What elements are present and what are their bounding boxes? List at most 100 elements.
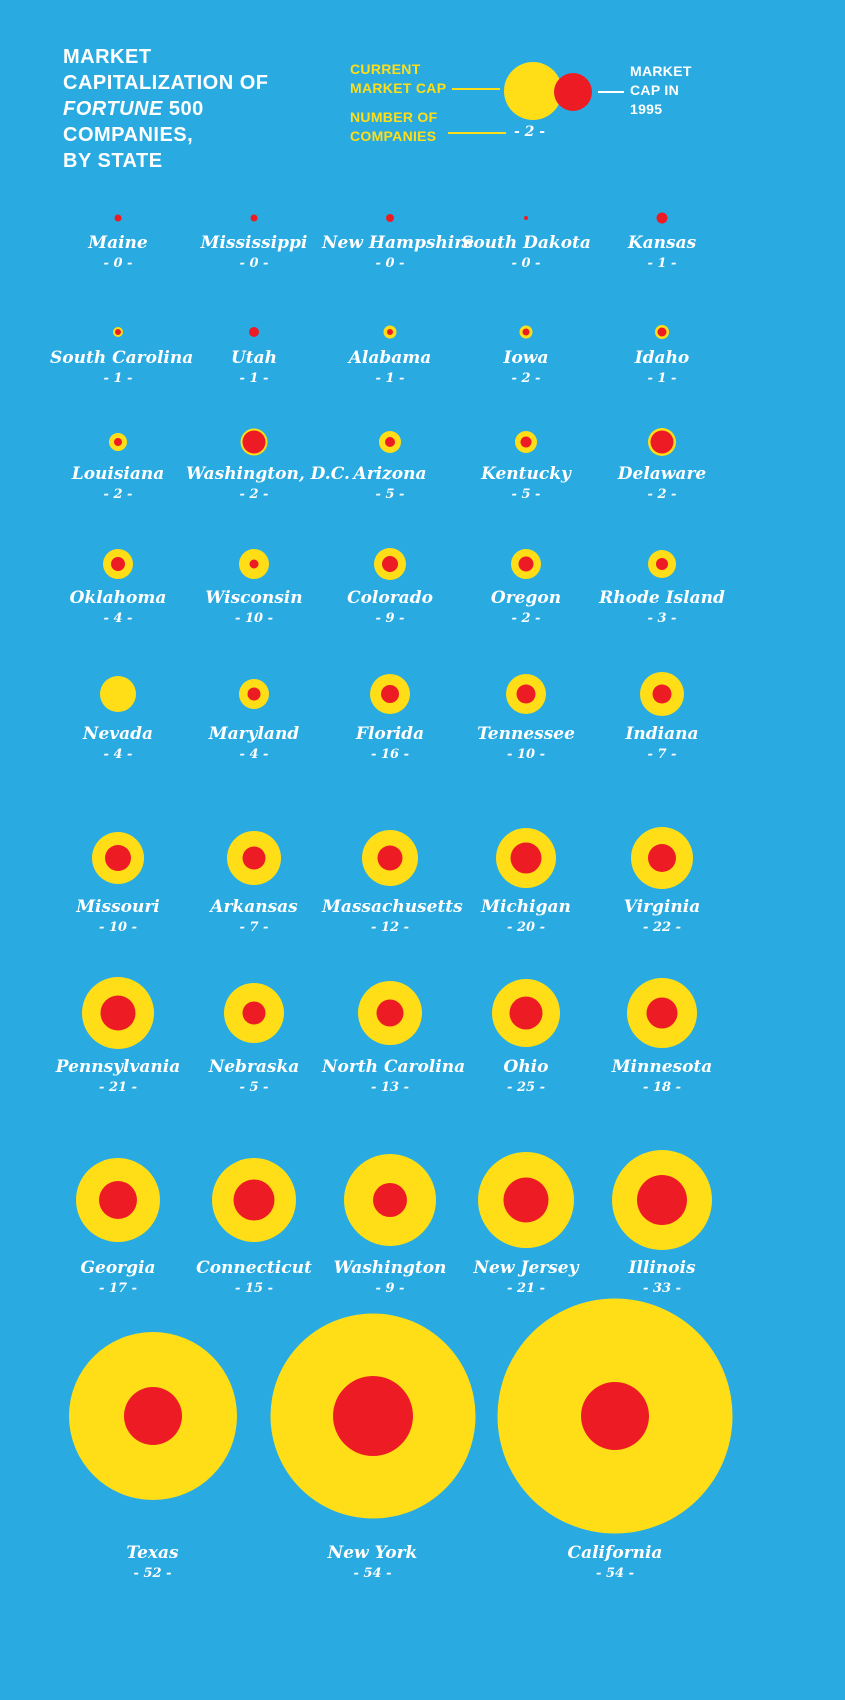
circle-area (265, 1296, 480, 1536)
company-count: - 12 - (371, 920, 409, 935)
title-500: 500 (162, 98, 204, 120)
state-row: Nevada - 4 - Maryland - 4 - Florida - 16… (50, 671, 730, 762)
cap-1995-circle (373, 1183, 407, 1217)
company-count: - 2 - (511, 371, 541, 386)
company-count: - 1 - (647, 256, 677, 271)
circle-area (186, 1149, 322, 1251)
state-name: Florida (355, 724, 425, 744)
company-count: - 21 - (507, 1281, 545, 1296)
state-cell: Kansas - 1 - (594, 210, 730, 271)
cap-1995-circle (376, 999, 404, 1027)
state-name: Alabama (348, 348, 432, 368)
title-line: FORTUNE 500 (63, 96, 269, 122)
state-name: Washington, D.C. (186, 464, 350, 484)
company-count: - 5 - (375, 487, 405, 502)
legend-example-count: - 2 - (514, 124, 546, 140)
cap-1995-circle (650, 430, 674, 454)
state-name: Nebraska (208, 1057, 300, 1077)
circle-area (458, 547, 594, 581)
state-row: Pennsylvania - 21 - Nebraska - 5 - North… (50, 976, 730, 1095)
state-name: Kentucky (481, 464, 571, 484)
cap-1995-circle (648, 844, 676, 872)
company-count: - 4 - (239, 747, 269, 762)
cap-1995-circle (520, 436, 532, 448)
circle-area (594, 826, 730, 890)
state-name: Michigan (481, 897, 571, 917)
title-line: COMPANIES, (63, 124, 194, 146)
state-cell: Connecticut - 15 - (186, 1149, 322, 1296)
company-count: - 16 - (371, 747, 409, 762)
circle-area (594, 1149, 730, 1251)
state-cell: New Hampshire - 0 - (322, 210, 474, 271)
cap-1995-circle (524, 216, 528, 220)
cap-1995-circle (382, 556, 398, 572)
state-cell: New York - 54 - (265, 1296, 480, 1581)
state-cell: Virginia - 22 - (594, 826, 730, 935)
state-name: New York (327, 1543, 418, 1563)
cap-1995-circle (652, 684, 672, 704)
legend-connector-line (452, 88, 500, 90)
state-cell: Oklahoma - 4 - (50, 547, 186, 626)
bubble-grid: Maine - 0 - Mississippi - 0 - New Hampsh… (50, 210, 733, 1581)
company-count: - 17 - (99, 1281, 137, 1296)
title-fortune-italic: FORTUNE (63, 98, 163, 120)
state-cell: Michigan - 20 - (458, 826, 594, 935)
company-count: - 18 - (643, 1080, 681, 1095)
title-line: MARKET (63, 46, 152, 68)
company-count: - 1 - (647, 371, 677, 386)
cap-1995-circle (522, 328, 530, 336)
state-name: Rhode Island (599, 588, 725, 608)
circle-area (186, 671, 322, 717)
state-cell: Colorado - 9 - (322, 547, 458, 626)
state-row: South Carolina - 1 - Utah - 1 - Alabama … (50, 323, 730, 386)
cap-1995-circle (503, 1177, 549, 1223)
cap-1995-circle (123, 1387, 182, 1445)
circle-area (594, 210, 730, 226)
company-count: - 10 - (507, 747, 545, 762)
circle-area (458, 427, 594, 457)
state-cell: Georgia - 17 - (50, 1149, 186, 1296)
state-name: Georgia (80, 1258, 156, 1278)
circle-area (458, 323, 594, 341)
state-name: Arizona (353, 464, 427, 484)
circle-area (322, 976, 458, 1050)
circle-area (594, 671, 730, 717)
cap-1995-circle (386, 214, 394, 222)
company-count: - 1 - (103, 371, 133, 386)
cap-1995-circle (656, 212, 668, 224)
company-count: - 13 - (371, 1080, 409, 1095)
state-name: Virginia (623, 897, 701, 917)
state-cell: Louisiana - 2 - (50, 427, 186, 502)
state-cell: North Carolina - 13 - (322, 976, 465, 1095)
title-line: CAPITALIZATION OF (63, 72, 269, 94)
cap-1995-circle (509, 996, 543, 1030)
cap-1995-circle (381, 685, 399, 703)
title-line: BY STATE (63, 150, 163, 172)
state-cell: Alabama - 1 - (322, 323, 458, 386)
cap-1995-circle (657, 327, 667, 337)
cap-1995-circle (510, 842, 542, 874)
state-name: Connecticut (196, 1258, 312, 1278)
circle-area (458, 976, 594, 1050)
state-cell: Massachusetts - 12 - (322, 826, 463, 935)
state-name: Missouri (76, 897, 160, 917)
company-count: - 5 - (511, 487, 541, 502)
state-cell: Iowa - 2 - (458, 323, 594, 386)
cap-1995-circle (581, 1382, 649, 1450)
state-name: Kansas (627, 233, 697, 253)
company-count: - 22 - (643, 920, 681, 935)
company-count: - 0 - (239, 256, 269, 271)
state-name: Illinois (628, 1258, 696, 1278)
state-name: Mississippi (200, 233, 308, 253)
circle-area (458, 826, 594, 890)
cap-1995-circle (385, 437, 395, 447)
state-cell: Indiana - 7 - (594, 671, 730, 762)
circle-area (322, 210, 458, 226)
state-cell: Kentucky - 5 - (458, 427, 594, 502)
state-cell: Wisconsin - 10 - (186, 547, 322, 626)
company-count: - 21 - (99, 1080, 137, 1095)
header: MARKET CAPITALIZATION OF FORTUNE 500 COM… (0, 0, 845, 178)
circle-area (186, 826, 322, 890)
state-name: Maine (88, 233, 148, 253)
cap-1995-circle (646, 997, 678, 1029)
